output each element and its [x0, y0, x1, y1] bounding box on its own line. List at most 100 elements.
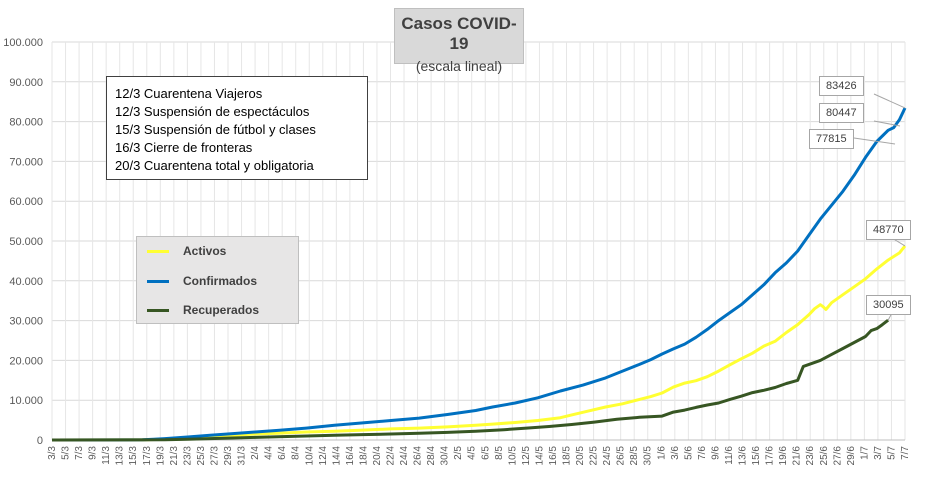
legend-swatch — [147, 308, 169, 312]
x-tick-label: 7/3 — [74, 446, 85, 460]
x-tick-label: 2/4 — [250, 446, 261, 460]
x-tick-label: 27/3 — [209, 446, 220, 466]
x-tick-label: 4/4 — [264, 446, 275, 460]
x-axis: 3/3 5/3 7/3 9/3 11/3 13/3 15/3 17/3 19/3 21/3 23/3… — [47, 439, 911, 466]
x-tick-label: 9/3 — [88, 446, 99, 460]
chart-subtitle: (escala lineal) — [415, 58, 503, 74]
x-tick-label: 22/5 — [589, 446, 600, 466]
series-line-recuperados — [51, 319, 890, 442]
x-tick-label: 25/6 — [819, 446, 830, 466]
x-tick-label: 12/4 — [318, 446, 329, 466]
x-tick-label: 28/5 — [629, 446, 640, 466]
callout-leaders — [853, 93, 906, 321]
callout-label: 48770 — [866, 220, 911, 240]
x-tick-label: 7/7 — [900, 446, 911, 460]
note-item: 16/3 Cierre de fronteras — [115, 140, 253, 155]
x-tick-label: 30/4 — [440, 446, 451, 466]
x-tick-label: 6/4 — [277, 446, 288, 460]
x-tick-label: 20/5 — [575, 446, 586, 466]
callout-leader — [853, 137, 896, 145]
y-tick-label: 80.000 — [9, 117, 43, 129]
x-tick-label: 28/4 — [426, 446, 437, 466]
series-lines — [51, 107, 907, 442]
legend-item-recuperados: Recuperados — [147, 302, 259, 318]
x-tick-label: 6/5 — [480, 446, 491, 460]
x-tick-label: 10/4 — [304, 446, 315, 466]
x-tick-label: 29/3 — [223, 446, 234, 466]
x-tick-label: 5/3 — [61, 446, 72, 460]
x-tick-label: 31/3 — [237, 446, 248, 466]
x-tick-label: 30/5 — [643, 446, 654, 466]
x-tick-label: 22/4 — [385, 446, 396, 466]
x-tick-label: 11/6 — [724, 446, 735, 465]
x-tick-label: 14/5 — [534, 446, 545, 466]
x-tick-label: 19/6 — [778, 446, 789, 466]
x-tick-label: 21/6 — [792, 446, 803, 466]
x-tick-label: 21/3 — [169, 446, 180, 466]
x-tick-label: 7/6 — [697, 446, 708, 460]
callout-label: 30095 — [866, 295, 911, 315]
legend-swatch — [147, 249, 169, 253]
callout-label: 83426 — [819, 76, 864, 96]
x-tick-label: 29/6 — [846, 446, 857, 466]
x-tick-label: 18/4 — [358, 446, 369, 466]
x-tick-label: 17/3 — [142, 446, 153, 466]
callout-label: 80447 — [819, 103, 864, 123]
note-item: 12/3 Suspensión de espectáculos — [115, 104, 310, 119]
x-tick-label: 12/5 — [521, 446, 532, 466]
y-tick-label: 20.000 — [9, 355, 43, 367]
legend-label: Confirmados — [183, 274, 258, 288]
y-tick-label: 70.000 — [9, 156, 43, 168]
y-tick-label: 60.000 — [9, 196, 43, 208]
x-tick-label: 5/7 — [886, 446, 897, 460]
y-axis: 0 10.000 20.000 30.000 40.000 50.000 60.000 70.… — [3, 37, 43, 447]
x-tick-label: 3/3 — [47, 446, 58, 460]
y-tick-label: 30.000 — [9, 316, 43, 328]
x-tick-label: 5/6 — [683, 446, 694, 460]
series-line-confirmados — [51, 107, 907, 442]
x-tick-label: 13/6 — [738, 446, 749, 466]
callout-label: 77815 — [809, 129, 854, 149]
x-tick-label: 18/5 — [562, 446, 573, 466]
x-tick-label: 19/3 — [155, 446, 166, 466]
x-tick-label: 9/6 — [710, 446, 721, 460]
x-tick-label: 3/7 — [873, 446, 884, 460]
x-tick-label: 26/5 — [616, 446, 627, 466]
x-tick-label: 17/6 — [765, 446, 776, 466]
x-tick-label: 2/5 — [453, 446, 464, 460]
y-tick-label: 100.000 — [3, 37, 43, 49]
y-tick-label: 0 — [37, 435, 43, 447]
x-tick-label: 24/4 — [399, 446, 410, 466]
x-tick-label: 13/3 — [115, 446, 126, 466]
y-tick-label: 50.000 — [9, 236, 43, 248]
x-tick-label: 8/4 — [291, 446, 302, 460]
y-tick-label: 10.000 — [9, 395, 43, 407]
x-tick-label: 14/4 — [331, 446, 342, 466]
legend-item-activos: Activos — [147, 243, 226, 259]
chart-title-box: Casos COVID-19 (escala lineal) — [394, 8, 524, 74]
x-tick-label: 11/3 — [101, 446, 112, 465]
x-tick-label: 4/5 — [467, 446, 478, 460]
x-tick-label: 24/5 — [602, 446, 613, 466]
y-tick-label: 40.000 — [9, 276, 43, 288]
legend-swatch — [147, 279, 169, 283]
x-tick-label: 20/4 — [372, 446, 383, 466]
y-tick-label: 90.000 — [9, 77, 43, 89]
x-tick-label: 25/3 — [196, 446, 207, 466]
note-item: 20/3 Cuarentena total y obligatoria — [115, 158, 314, 173]
legend-label: Activos — [183, 244, 227, 258]
x-tick-label: 10/5 — [507, 446, 518, 466]
x-tick-label: 15/6 — [751, 446, 762, 466]
notes-box: 12/3 Cuarentena Viajeros 12/3 Suspensión… — [106, 76, 368, 180]
callout-leader — [873, 93, 906, 109]
series-line-activos — [51, 244, 907, 442]
legend-label: Recuperados — [183, 303, 260, 317]
x-tick-label: 16/5 — [548, 446, 559, 466]
x-tick-label: 26/4 — [413, 446, 424, 466]
x-tick-label: 1/7 — [859, 446, 870, 460]
x-tick-label: 16/4 — [345, 446, 356, 466]
legend-item-confirmados: Confirmados — [147, 273, 257, 289]
legend: Activos Confirmados Recuperados — [136, 236, 299, 324]
x-tick-label: 23/3 — [182, 446, 193, 466]
x-tick-label: 27/6 — [832, 446, 843, 466]
